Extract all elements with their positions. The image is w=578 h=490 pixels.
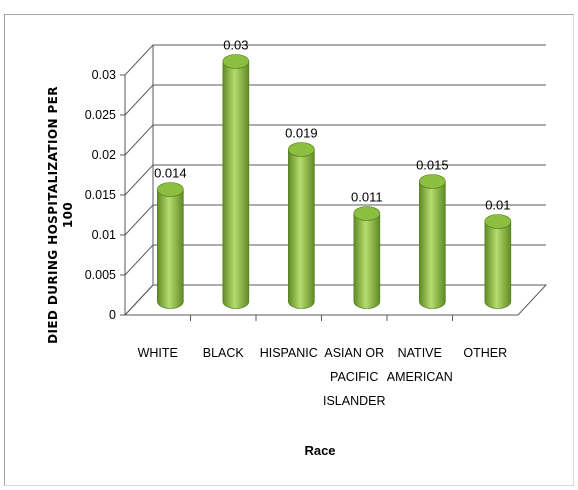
bar <box>288 142 315 309</box>
category-label: BLACK <box>203 346 245 360</box>
bar <box>419 174 446 309</box>
bar-top <box>222 54 250 69</box>
category-label: HISPANIC <box>260 346 318 360</box>
gridline <box>124 124 546 156</box>
category-label: ASIAN OR <box>324 346 384 360</box>
bar-body <box>353 213 381 309</box>
gridline <box>124 44 546 76</box>
y-tick-label: 0.025 <box>85 108 116 122</box>
gridline <box>124 284 546 316</box>
gridline <box>124 244 546 276</box>
bar-layer <box>157 54 512 309</box>
category-label: NATIVE <box>398 346 442 360</box>
floor-plane <box>123 284 548 316</box>
category-label: AMERICAN <box>387 370 453 384</box>
category-label: OTHER <box>463 346 507 360</box>
bar-top <box>288 142 315 157</box>
bar <box>353 206 381 309</box>
x-axis-title: Race <box>304 443 335 458</box>
y-tick-label: 0.015 <box>85 188 116 202</box>
data-label: 0.015 <box>416 158 449 173</box>
category-label: WHITE <box>138 346 178 360</box>
gridline <box>124 164 546 196</box>
data-label: 0.019 <box>285 126 318 141</box>
bar-body <box>288 149 315 309</box>
bar <box>157 182 184 309</box>
bar-body <box>157 189 184 309</box>
bar-top <box>157 182 184 197</box>
label-layer: 0 0.005 0.01 0.015 0.02 0.025 0.03 0.014 WHITE 0.… <box>85 38 511 409</box>
y-tick-label: 0.03 <box>92 68 116 82</box>
data-label: 0.011 <box>351 190 383 205</box>
y-tick-label: 0.01 <box>92 228 116 242</box>
y-tick-label: 0 <box>109 308 116 322</box>
bar-body <box>222 61 250 309</box>
bar-top <box>484 214 512 229</box>
chart-frame <box>4 14 574 486</box>
grid-layer <box>123 44 548 316</box>
bar <box>222 54 250 309</box>
y-axis-title-line2: 100 <box>61 202 75 228</box>
y-tick-label: 0.005 <box>85 268 116 282</box>
bar-top <box>353 206 381 221</box>
bar <box>484 214 512 309</box>
bar-body <box>484 221 512 309</box>
gridline <box>124 84 546 116</box>
category-label: ISLANDER <box>323 394 386 408</box>
axis-layer <box>120 74 453 321</box>
data-label: 0.01 <box>485 198 510 213</box>
gridline <box>124 204 546 236</box>
y-tick-label: 0.02 <box>92 148 116 162</box>
bar-top <box>419 174 446 189</box>
bar-body <box>419 181 446 309</box>
data-label: 0.03 <box>223 38 248 53</box>
data-label: 0.014 <box>154 166 187 181</box>
y-axis-title-line1: DIED DURING HOSPITALIZATION PER <box>46 86 60 344</box>
category-label: PACIFIC <box>330 370 378 384</box>
